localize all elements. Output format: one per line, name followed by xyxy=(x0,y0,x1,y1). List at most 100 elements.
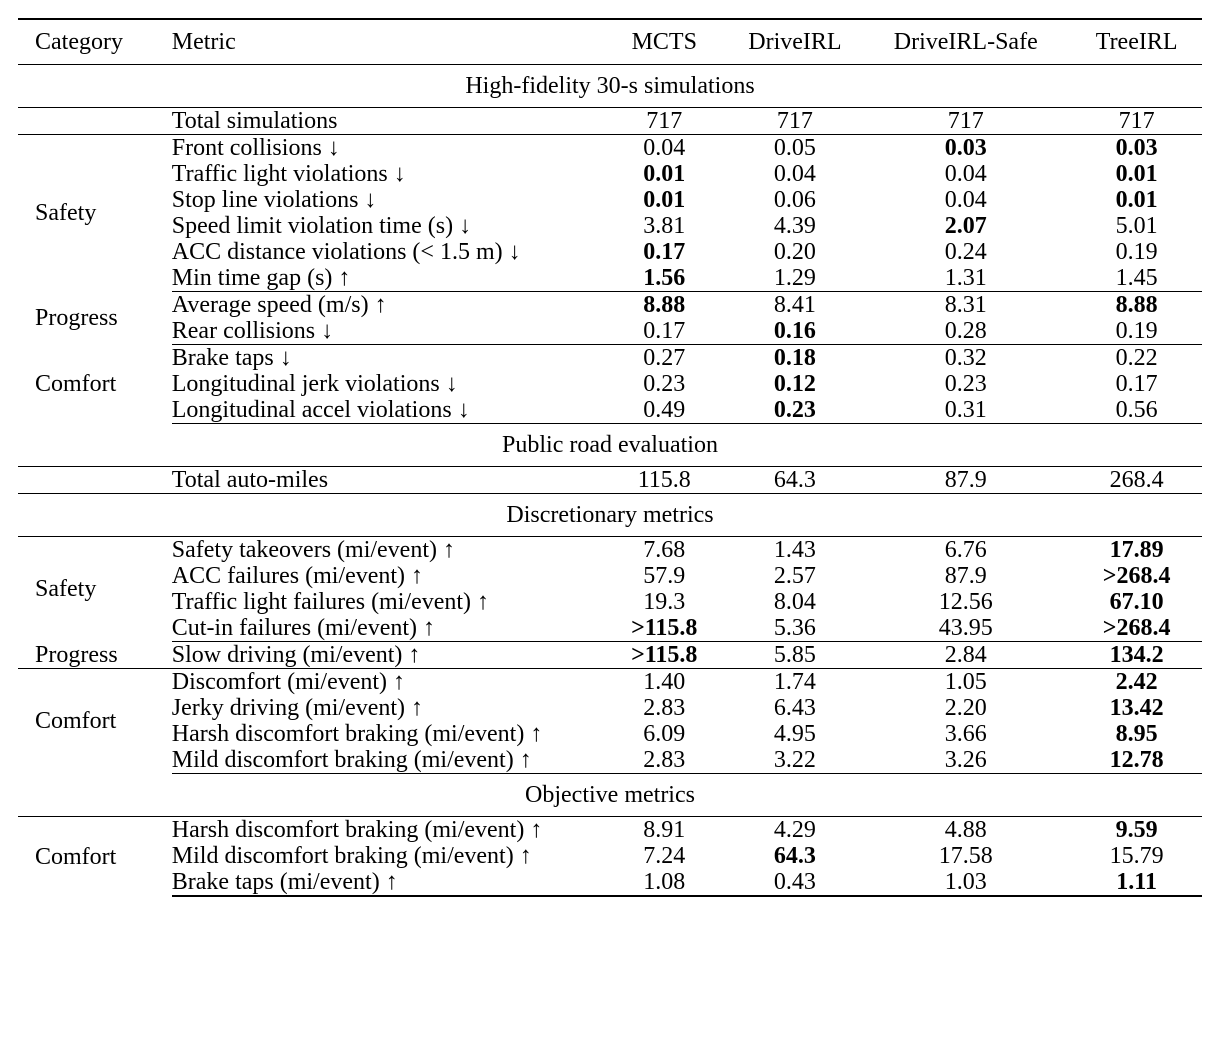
section-header-row: Objective metrics xyxy=(18,773,1202,817)
metric-cell: Brake taps (mi/event) ↑ xyxy=(171,869,599,897)
table-row: Comfort Brake taps ↓ 0.27 0.18 0.32 0.22 xyxy=(18,345,1202,397)
best-value: >115.8 xyxy=(631,642,698,668)
best-value: 67.10 xyxy=(1109,589,1164,615)
metric-cell: Cut-in failures (mi/event) ↑ xyxy=(171,615,599,642)
value-cell: 0.31 xyxy=(860,397,1072,424)
best-value: >268.4 xyxy=(1102,615,1171,641)
value-cell: 0.27 xyxy=(643,345,686,371)
value-cell: 2.84 xyxy=(860,641,1072,669)
best-value: >115.8 xyxy=(631,615,698,641)
metric-cell: Safety takeovers (mi/event) ↑ xyxy=(171,537,455,563)
value-cell: 4.88 xyxy=(944,817,987,843)
value-cell: 134.2 xyxy=(1071,641,1202,669)
value-cell: 0.04 xyxy=(944,187,987,213)
value-cell: 0.32 xyxy=(944,345,987,371)
value-cell: 0.01 xyxy=(1071,187,1202,213)
metric-cell: Total simulations xyxy=(171,107,599,135)
value-cell: 12.56 xyxy=(938,589,993,615)
value-cell: 0.56 xyxy=(1071,397,1202,424)
table-row: ACC failures (mi/event) ↑ 57.9 2.57 87.9 >26… xyxy=(18,563,1202,589)
table-row: Traffic light failures (mi/event) ↑ 19.3 8… xyxy=(18,589,1202,615)
value-cell: 1.03 xyxy=(860,869,1072,897)
category-cell xyxy=(18,107,172,135)
metric-cell: Front collisions ↓ xyxy=(171,135,340,161)
metric-cell: Traffic light failures (mi/event) ↑ xyxy=(171,589,490,615)
value-cell: 2.83 xyxy=(643,695,686,721)
metric-cell: Speed limit violation time (s) ↓ xyxy=(171,213,472,239)
table-row: Total simulations 717 717 717 717 xyxy=(18,107,1202,135)
value-cell: 1.31 xyxy=(860,265,1072,292)
value-cell: 1.74 xyxy=(773,669,816,695)
header-category: Category xyxy=(18,18,172,65)
value-cell: 2.83 xyxy=(598,747,730,774)
header-metric: Metric xyxy=(171,18,599,65)
value-cell: 2.07 xyxy=(860,213,1071,239)
value-cell: >268.4 xyxy=(1071,615,1202,642)
value-cell: 0.06 xyxy=(773,187,816,213)
header-method: DriveIRL xyxy=(729,18,861,65)
value-cell: 0.01 xyxy=(599,187,730,213)
value-cell: 0.12 xyxy=(730,371,861,397)
value-cell: 8.31 xyxy=(944,292,987,318)
table-row: Harsh discomfort braking (mi/event) ↑ 6.0… xyxy=(18,721,1202,747)
value-cell: 64.3 xyxy=(730,843,861,869)
results-table: Category Metric MCTS DriveIRL DriveIRL-S… xyxy=(18,18,1202,897)
metric-cell: Average speed (m/s) ↑ xyxy=(171,292,387,318)
value-cell: 0.03 xyxy=(1071,135,1202,161)
metric-cell: Total auto-miles xyxy=(171,466,599,494)
table-row: Longitudinal jerk violations ↓ 0.23 0.12 0.… xyxy=(18,371,1202,397)
value-cell: 1.05 xyxy=(944,669,987,695)
metric-cell: Rear collisions ↓ xyxy=(171,318,599,345)
value-cell: 8.91 xyxy=(643,817,686,843)
best-value: 0.03 xyxy=(944,135,987,161)
value-cell: 17.58 xyxy=(938,843,993,869)
value-cell: 6.76 xyxy=(944,537,987,563)
value-cell: 4.39 xyxy=(773,213,816,239)
best-value: 8.88 xyxy=(643,292,686,318)
metric-cell: Discomfort (mi/event) ↑ xyxy=(171,669,406,695)
value-cell: 0.43 xyxy=(729,869,861,897)
value-cell: 12.78 xyxy=(1071,747,1202,774)
value-cell: 1.43 xyxy=(773,537,816,563)
value-cell: 717 xyxy=(598,107,730,135)
value-cell: 0.24 xyxy=(944,239,987,265)
best-value: 1.56 xyxy=(643,265,686,291)
category-cell: Safety xyxy=(35,576,97,603)
best-value: 0.23 xyxy=(773,397,816,423)
metric-cell: Stop line violations ↓ xyxy=(171,187,377,213)
value-cell: 0.04 xyxy=(944,161,987,187)
value-cell: 1.40 xyxy=(643,669,686,695)
table-row: Total auto-miles 115.8 64.3 87.9 268.4 xyxy=(18,466,1202,494)
metric-cell: Mild discomfort braking (mi/event) ↑ xyxy=(171,843,532,869)
value-cell: 43.95 xyxy=(860,615,1072,642)
table-row: Jerky driving (mi/event) ↑ 2.83 6.43 2.20 13… xyxy=(18,695,1202,721)
category-cell: Comfort xyxy=(35,843,117,870)
value-cell: 0.03 xyxy=(860,135,1071,161)
value-cell: 8.95 xyxy=(1071,721,1202,747)
header-row: Category Metric MCTS DriveIRL DriveIRL-S… xyxy=(18,18,1202,65)
value-cell: 115.8 xyxy=(598,466,730,494)
table-row: Speed limit violation time (s) ↓ 3.81 4.39… xyxy=(18,213,1202,239)
value-cell: 5.85 xyxy=(729,641,861,669)
category-cell: Progress xyxy=(35,305,118,331)
best-value: 12.78 xyxy=(1109,747,1164,773)
metric-cell: Longitudinal jerk violations ↓ xyxy=(171,371,458,397)
value-cell: 2.42 xyxy=(1071,669,1202,695)
best-value: 0.17 xyxy=(643,239,686,265)
value-cell: 4.95 xyxy=(773,721,816,747)
value-cell: 6.43 xyxy=(773,695,816,721)
section-header-row: Public road evaluation xyxy=(18,423,1202,467)
best-value: 13.42 xyxy=(1109,695,1164,721)
section-header-row: High-fidelity 30-s simulations xyxy=(18,64,1202,108)
value-cell: 5.36 xyxy=(729,615,861,642)
value-cell: 5.01 xyxy=(1115,213,1158,239)
best-value: 8.88 xyxy=(1115,292,1158,318)
value-cell: 0.49 xyxy=(598,397,730,424)
metric-cell: Jerky driving (mi/event) ↑ xyxy=(171,695,424,721)
value-cell: 1.45 xyxy=(1071,265,1202,292)
best-value: >268.4 xyxy=(1102,563,1171,589)
table-row: Stop line violations ↓ 0.01 0.06 0.04 0.01 xyxy=(18,187,1202,213)
value-cell: 8.04 xyxy=(773,589,816,615)
value-cell: 3.26 xyxy=(860,747,1072,774)
value-cell: 8.88 xyxy=(599,292,730,318)
